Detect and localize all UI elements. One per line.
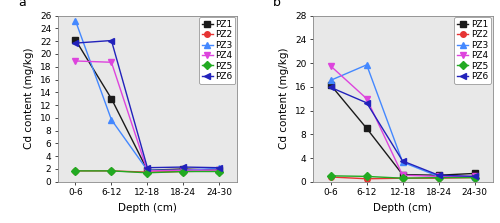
PZ4 <box>436 175 442 178</box>
PZ5 <box>328 174 334 177</box>
PZ5 <box>364 175 370 178</box>
PZ5 <box>108 169 114 172</box>
PZ1 <box>108 97 114 100</box>
PZ2 <box>216 169 222 172</box>
PZ1 <box>328 84 334 86</box>
Line: PZ3: PZ3 <box>328 62 478 180</box>
PZ3 <box>72 19 78 22</box>
PZ2 <box>472 176 478 179</box>
PZ6 <box>328 86 334 89</box>
Line: PZ5: PZ5 <box>72 168 222 176</box>
PZ4 <box>108 61 114 64</box>
PZ1 <box>400 173 406 176</box>
PZ4 <box>72 60 78 62</box>
PZ4 <box>144 169 150 172</box>
PZ5 <box>72 169 78 172</box>
PZ4 <box>180 169 186 171</box>
PZ1 <box>472 172 478 175</box>
PZ6 <box>400 160 406 162</box>
Legend: PZ1, PZ2, PZ3, PZ4, PZ5, PZ6: PZ1, PZ2, PZ3, PZ4, PZ5, PZ6 <box>199 17 235 84</box>
Y-axis label: Cd content (mg/kg): Cd content (mg/kg) <box>24 48 34 149</box>
Line: PZ5: PZ5 <box>328 173 478 181</box>
PZ1 <box>436 174 442 177</box>
PZ2 <box>144 171 150 173</box>
PZ4 <box>472 175 478 178</box>
PZ6 <box>436 174 442 177</box>
Line: PZ2: PZ2 <box>328 174 478 182</box>
PZ5 <box>400 177 406 180</box>
Legend: PZ1, PZ2, PZ3, PZ4, PZ5, PZ6: PZ1, PZ2, PZ3, PZ4, PZ5, PZ6 <box>454 17 490 84</box>
PZ5 <box>472 176 478 179</box>
PZ2 <box>108 169 114 172</box>
Text: b: b <box>273 0 281 9</box>
PZ3 <box>144 169 150 171</box>
PZ6 <box>108 39 114 42</box>
Line: PZ6: PZ6 <box>72 38 222 170</box>
PZ2 <box>328 176 334 178</box>
PZ3 <box>216 167 222 170</box>
Text: a: a <box>18 0 26 9</box>
PZ2 <box>364 178 370 180</box>
PZ3 <box>364 64 370 66</box>
PZ3 <box>180 169 186 171</box>
PZ2 <box>180 170 186 173</box>
PZ4 <box>400 174 406 177</box>
Line: PZ4: PZ4 <box>72 58 222 174</box>
PZ2 <box>400 177 406 180</box>
PZ4 <box>364 97 370 100</box>
Line: PZ6: PZ6 <box>328 85 478 179</box>
PZ3 <box>108 118 114 121</box>
X-axis label: Depth (cm): Depth (cm) <box>118 202 177 213</box>
PZ4 <box>328 65 334 67</box>
PZ1 <box>216 169 222 171</box>
PZ4 <box>216 169 222 171</box>
PZ1 <box>364 127 370 130</box>
Line: PZ3: PZ3 <box>72 18 222 173</box>
PZ3 <box>436 175 442 178</box>
PZ5 <box>180 170 186 173</box>
Line: PZ2: PZ2 <box>72 168 222 175</box>
PZ2 <box>436 177 442 180</box>
PZ6 <box>364 101 370 104</box>
PZ3 <box>400 161 406 163</box>
PZ3 <box>472 176 478 178</box>
PZ1 <box>72 39 78 41</box>
X-axis label: Depth (cm): Depth (cm) <box>373 202 432 213</box>
PZ6 <box>144 166 150 169</box>
PZ5 <box>436 176 442 179</box>
PZ5 <box>216 170 222 173</box>
PZ1 <box>180 168 186 170</box>
PZ2 <box>72 169 78 172</box>
PZ1 <box>144 169 150 171</box>
Line: PZ4: PZ4 <box>328 63 478 179</box>
Y-axis label: Cd content (mg/kg): Cd content (mg/kg) <box>280 48 289 149</box>
PZ5 <box>144 171 150 174</box>
PZ6 <box>72 42 78 44</box>
Line: PZ1: PZ1 <box>328 82 478 178</box>
PZ3 <box>328 79 334 82</box>
PZ6 <box>472 175 478 178</box>
Line: PZ1: PZ1 <box>72 37 222 173</box>
PZ6 <box>180 166 186 168</box>
PZ6 <box>216 166 222 169</box>
